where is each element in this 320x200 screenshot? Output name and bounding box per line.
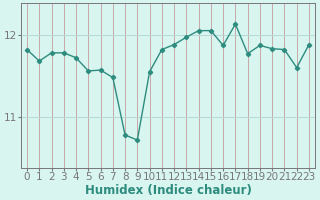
- X-axis label: Humidex (Indice chaleur): Humidex (Indice chaleur): [84, 184, 252, 197]
